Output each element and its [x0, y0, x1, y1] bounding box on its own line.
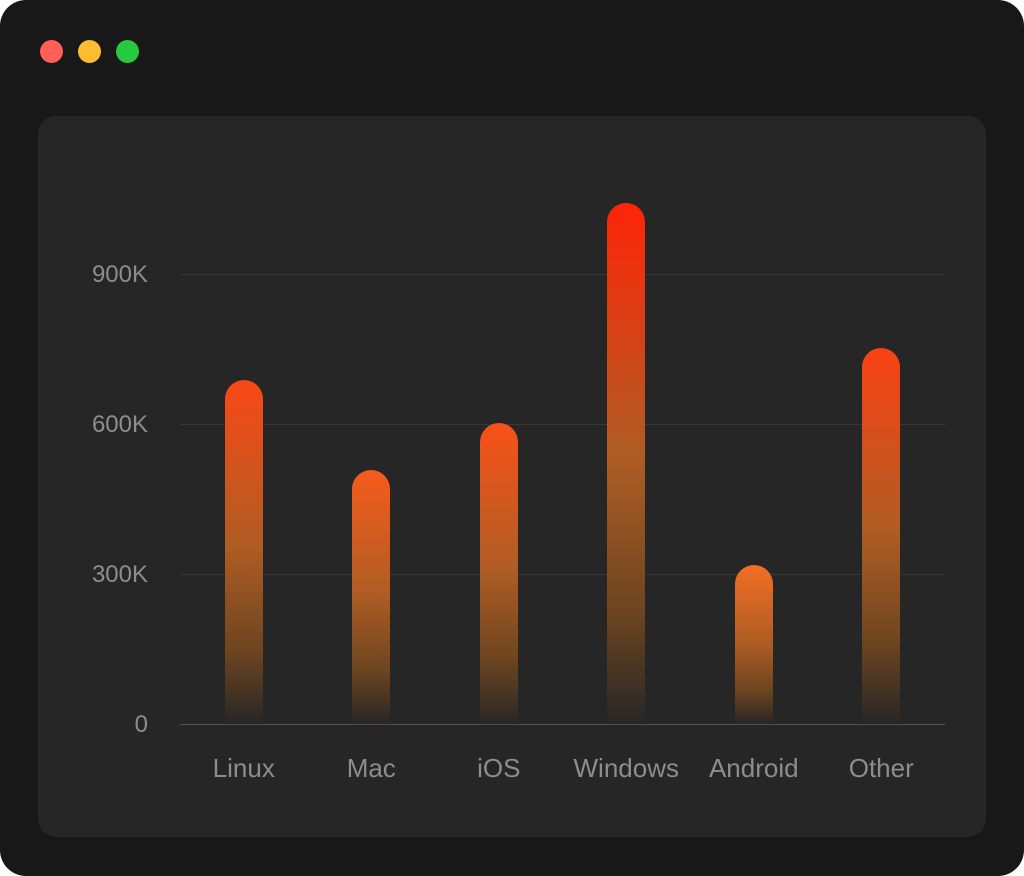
gridline-300K [180, 574, 945, 575]
x-axis: Linux Mac iOS Windows Android Other [38, 725, 986, 784]
bar-other [862, 347, 901, 725]
x-tick-label-windows: Windows [573, 753, 679, 783]
gridlines [180, 165, 945, 725]
y-tick-label-0: 0 [134, 711, 148, 738]
zoom-button[interactable] [116, 40, 139, 63]
plot-area [180, 165, 945, 725]
bar-column-ios [435, 165, 563, 725]
gridline-900K [180, 274, 945, 275]
bar-column-windows [563, 165, 691, 725]
bar-ios [479, 422, 518, 725]
x-axis-labels: Linux Mac iOS Windows Android Other [180, 725, 945, 784]
y-tick-label-600k: 600K [91, 411, 148, 438]
bars [180, 165, 945, 725]
close-button[interactable] [40, 40, 63, 63]
bar-android [734, 565, 773, 725]
chart-panel: 0 300K 600K 900K Linux Mac iOS Windows Android O… [38, 116, 986, 837]
bar-mac [352, 470, 391, 725]
gridline-600K [180, 424, 945, 425]
bar-windows [607, 202, 646, 725]
y-tick-label-300k: 300K [91, 561, 148, 588]
x-tick-label-mac: Mac [346, 753, 396, 783]
x-axis-line [180, 724, 945, 725]
y-axis: 0 300K 600K 900K [38, 165, 180, 738]
bar-column-linux [180, 165, 308, 725]
y-tick-label-900k: 900K [91, 261, 148, 288]
chart-body: 0 300K 600K 900K [38, 165, 986, 738]
x-tick-label-android: Android [708, 753, 799, 783]
bar-chart: 0 300K 600K 900K Linux Mac iOS Windows Android O… [38, 165, 986, 784]
y-axis-spacer [38, 725, 180, 784]
bar-column-android [690, 165, 818, 725]
x-tick-label-linux: Linux [212, 753, 275, 783]
window-titlebar [40, 40, 139, 63]
x-tick-label-other: Other [848, 753, 914, 783]
bar-linux [224, 380, 263, 725]
bar-column-other [818, 165, 946, 725]
bar-column-mac [308, 165, 436, 725]
x-tick-label-ios: iOS [477, 753, 521, 783]
minimize-button[interactable] [78, 40, 101, 63]
